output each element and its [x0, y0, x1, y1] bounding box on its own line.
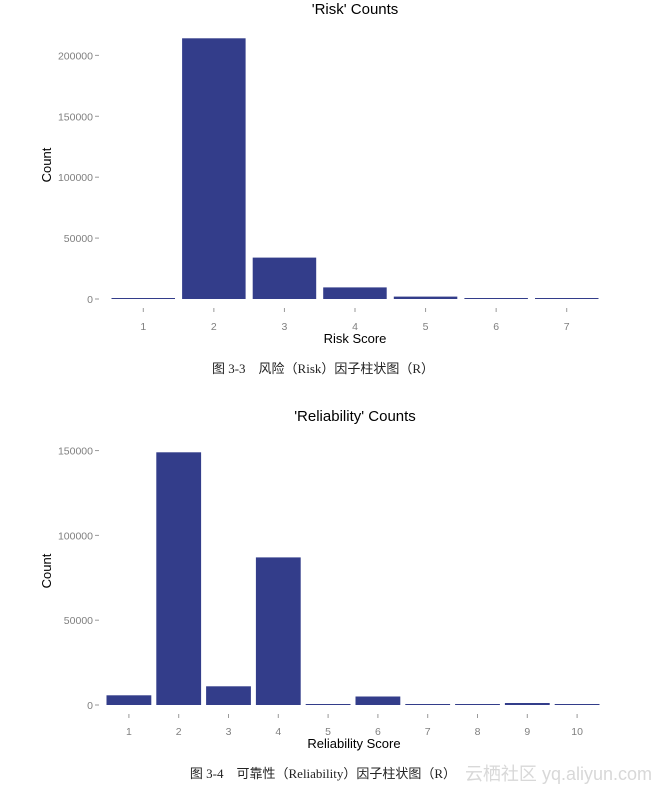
y-tick-label: 100000 [58, 172, 93, 184]
x-axis: 1 2 3 4 5 6 7 8 9 10 [126, 714, 583, 738]
reliability-chart: 'Reliability' Counts 050000100000150000 … [39, 408, 600, 781]
bar-10 [554, 704, 600, 705]
x-axis: 1 2 3 4 5 6 7 [140, 308, 570, 333]
y-tick-label: 150000 [58, 446, 93, 458]
bar-1 [106, 695, 152, 705]
x-tick-label: 4 [275, 726, 281, 738]
x-tick-label: 3 [282, 321, 288, 333]
bar-7 [535, 298, 599, 299]
figure-caption: 图 3-3 风险（Risk）因子柱状图（R） [212, 361, 434, 376]
x-tick-label: 2 [211, 321, 217, 333]
chart-title: 'Reliability' Counts [294, 408, 416, 425]
bar-3 [206, 686, 251, 705]
y-axis-title: Count [39, 553, 54, 588]
y-axis: 0 50000 100000 150000 200000 [58, 50, 99, 306]
x-tick-label: 3 [226, 726, 232, 738]
bar-series [111, 38, 599, 300]
y-axis-title: Count [39, 147, 54, 182]
bar-9 [504, 703, 550, 705]
bar-7 [405, 704, 451, 705]
x-tick-label: 1 [126, 726, 132, 738]
bar-4 [255, 557, 301, 705]
y-tick-label: 0 [87, 700, 93, 712]
y-tick-label: 50000 [64, 233, 93, 245]
y-tick-label: 100000 [58, 530, 93, 542]
x-tick-label: 5 [423, 321, 429, 333]
x-axis-title: Risk Score [324, 331, 387, 346]
y-tick-label: 150000 [58, 111, 93, 123]
bar-6 [464, 298, 528, 299]
bar-1 [111, 298, 175, 299]
bar-2 [182, 38, 246, 300]
watermark: 云栖社区 yq.aliyun.com [465, 764, 652, 784]
x-tick-label: 5 [325, 726, 331, 738]
bar-5 [305, 704, 351, 705]
bar-4 [323, 287, 387, 299]
x-tick-label: 7 [564, 321, 570, 333]
y-tick-label: 200000 [58, 50, 93, 62]
x-tick-label: 4 [352, 321, 358, 333]
bar-5 [393, 296, 458, 299]
bar-series [106, 452, 600, 705]
x-tick-label: 8 [475, 726, 481, 738]
x-tick-label: 10 [571, 726, 583, 738]
x-tick-label: 1 [140, 321, 146, 333]
x-tick-label: 6 [493, 321, 499, 333]
y-tick-label: 50000 [64, 615, 93, 627]
figure-caption: 图 3-4 可靠性（Reliability）因子柱状图（R） [190, 766, 456, 781]
chart-title: 'Risk' Counts [312, 1, 399, 18]
bar-2 [156, 452, 202, 705]
x-tick-label: 9 [524, 726, 530, 738]
bar-8 [455, 704, 500, 705]
x-tick-label: 6 [375, 726, 381, 738]
risk-chart: 'Risk' Counts 0 50000 100000 150000 200000 1… [39, 1, 599, 376]
x-tick-label: 7 [425, 726, 431, 738]
y-axis: 0 50000 100000 150000 [58, 446, 99, 712]
x-tick-label: 2 [176, 726, 182, 738]
bar-6 [355, 696, 401, 705]
x-axis-title: Reliability Score [307, 736, 400, 751]
bar-3 [252, 257, 317, 299]
y-tick-label: 0 [87, 294, 93, 306]
